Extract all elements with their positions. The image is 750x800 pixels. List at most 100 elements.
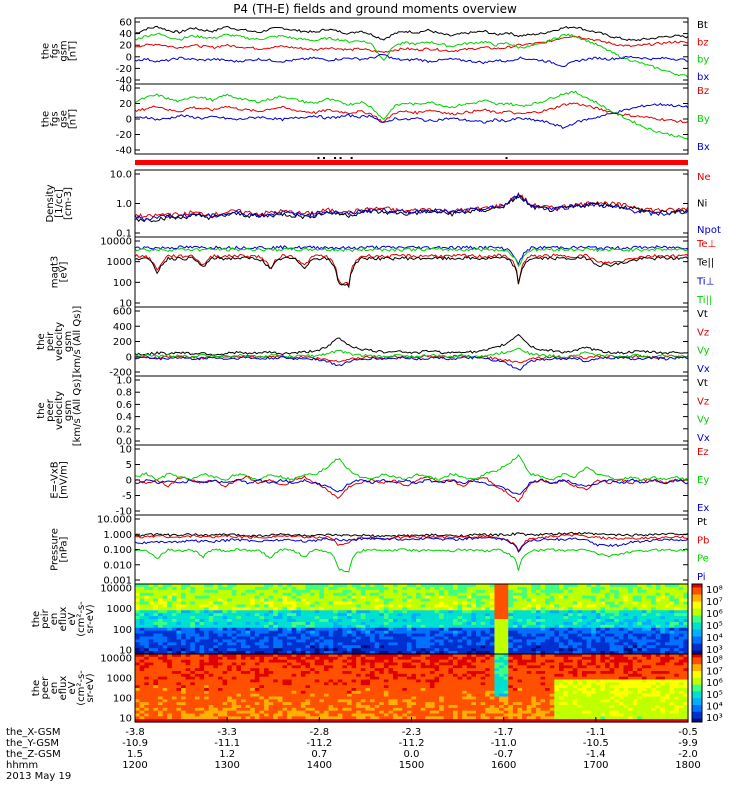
spectrogram-cell <box>586 584 592 588</box>
spectrogram-cell <box>287 607 293 611</box>
spectrogram-cell <box>199 719 205 723</box>
spectrogram-cell <box>494 621 500 626</box>
spectrogram-cell <box>199 685 205 689</box>
spectrogram-cell <box>323 633 330 638</box>
spectrogram-cell <box>485 682 491 686</box>
spectrogram-cell <box>208 607 214 611</box>
spectrogram-cell <box>388 676 394 681</box>
spectrogram-cell <box>379 716 385 720</box>
spectrogram-cell <box>678 592 684 597</box>
spectrogram-cell <box>522 633 528 638</box>
spectrogram-cell <box>452 648 459 652</box>
spectrogram-cell <box>231 688 237 692</box>
spectrogram-cell <box>425 710 431 715</box>
spectrogram-cell <box>240 719 247 723</box>
spectrogram-cell <box>411 662 417 666</box>
spectrogram-cell <box>171 656 178 661</box>
spectrogram-cell <box>420 682 426 686</box>
spectrogram-cell <box>148 707 155 712</box>
spectrogram-cell <box>439 656 445 661</box>
spectrogram-cell <box>245 654 251 658</box>
spectrogram-cell <box>452 690 459 695</box>
spectrogram-cell <box>370 671 376 675</box>
spectrogram-cell <box>655 592 661 597</box>
spectrogram-cell <box>351 682 357 686</box>
spectrogram-cell <box>208 702 214 706</box>
spectrogram-cell <box>646 651 652 655</box>
spectrogram-cell <box>158 685 164 689</box>
spectrogram-cell <box>240 610 247 614</box>
spectrogram-cell <box>420 699 426 703</box>
spectrogram-cell <box>623 586 629 591</box>
spectrogram-cell <box>508 598 514 603</box>
colorbar-cell <box>692 622 702 627</box>
spectrogram-cell <box>462 719 468 723</box>
spectrogram-cell <box>199 696 205 700</box>
spectrogram-cell <box>319 589 325 594</box>
spectrogram-cell <box>213 645 219 649</box>
spectrogram-cell <box>411 673 417 678</box>
spectrogram-cell <box>273 668 279 672</box>
spectrogram-cell <box>245 589 251 594</box>
spectrogram-cell <box>282 716 288 720</box>
spectrogram-cell <box>360 682 367 686</box>
spectrogram-cell <box>171 665 178 669</box>
spectrogram-cell <box>600 621 606 626</box>
spectrogram-cell <box>637 642 643 646</box>
spectrogram-cell <box>623 645 629 649</box>
spectrogram-cell <box>397 679 403 683</box>
spectrogram-cell <box>425 642 431 646</box>
spectrogram-cell <box>296 699 302 703</box>
spectrogram-cell <box>167 613 173 617</box>
spectrogram-cell <box>337 688 343 692</box>
spectrogram-cell <box>158 642 164 646</box>
spectrogram-cell <box>494 601 500 606</box>
spectrogram-cell <box>291 705 297 709</box>
spectrogram-cell <box>240 651 247 655</box>
spectrogram-cell <box>199 651 205 655</box>
spectrogram-cell <box>356 673 362 678</box>
legend-Vt: Vt <box>697 309 708 320</box>
spectrogram-cell <box>595 651 602 655</box>
spectrogram-cell <box>416 699 422 703</box>
spectrogram-cell <box>429 673 436 678</box>
spectrogram-cell <box>609 592 615 597</box>
spectrogram-cell <box>420 589 426 594</box>
spectrogram-cell <box>360 616 367 620</box>
spectrogram-cell <box>637 592 643 597</box>
spectrogram-cell <box>503 607 509 611</box>
spectrogram-cell <box>476 610 482 614</box>
spectrogram-cell <box>227 592 233 597</box>
spectrogram-cell <box>443 621 449 626</box>
spectrogram-cell <box>595 610 602 614</box>
spectrogram-cell <box>199 627 205 632</box>
spectrogram-cell <box>443 659 449 664</box>
spectrogram-cell <box>641 621 648 626</box>
spectrogram-cell <box>517 607 523 611</box>
spectrogram-cell <box>678 589 684 594</box>
spectrogram-cell <box>277 679 284 683</box>
spectrogram-cell <box>678 648 684 652</box>
spectrogram-cell <box>439 682 445 686</box>
spectrogram-cell <box>148 716 155 720</box>
spectrogram-cell <box>144 665 150 669</box>
spectrogram-cell <box>411 690 417 695</box>
spectrogram-cell <box>328 668 334 672</box>
spectrogram-cell <box>291 659 297 664</box>
spectrogram-cell <box>425 601 431 606</box>
spectrogram-cell <box>291 654 297 658</box>
spectrogram-cell <box>402 601 408 606</box>
legend-Vz: Vz <box>697 327 709 338</box>
spectrogram-cell <box>489 589 496 594</box>
spectrogram-cell <box>323 586 330 591</box>
spectrogram-cell <box>250 642 256 646</box>
spectrogram-cell <box>277 671 284 675</box>
spectrogram-cell <box>365 705 371 709</box>
spectrogram-cell <box>222 621 228 626</box>
spectrogram-cell <box>512 589 519 594</box>
spectrogram-cell <box>439 598 445 603</box>
spectrogram-cell <box>333 656 339 661</box>
spectrogram-cell <box>434 696 440 700</box>
spectrogram-cell <box>199 621 205 626</box>
spectrogram-cell <box>388 659 394 664</box>
